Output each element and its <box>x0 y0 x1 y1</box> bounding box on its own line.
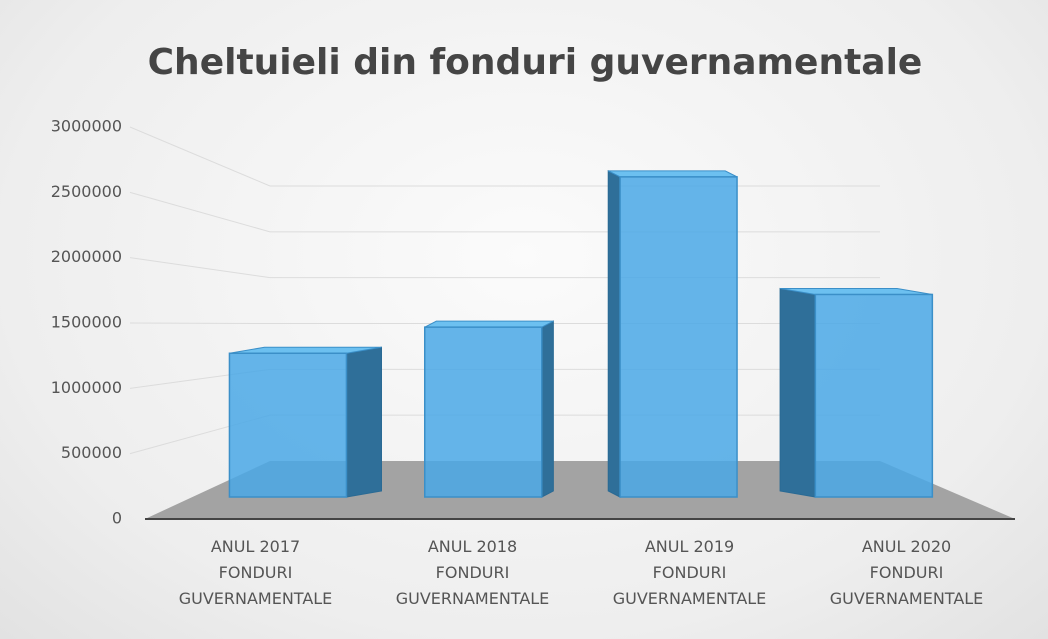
bar-front <box>424 326 543 498</box>
bar-side <box>607 170 621 498</box>
bar <box>228 346 382 498</box>
grid-line <box>129 257 880 279</box>
grid-line <box>129 126 880 187</box>
bar <box>424 320 554 498</box>
bar-side <box>779 287 816 498</box>
bar <box>607 170 738 498</box>
y-tick-label: 3000000 <box>51 117 122 136</box>
x-tick-label: ANUL 2018 FONDURI GUVERNAMENTALE <box>395 537 550 608</box>
bar-front <box>814 293 934 498</box>
y-tick-label: 2500000 <box>51 182 122 201</box>
grid-line <box>129 322 880 324</box>
bar-side <box>541 320 554 498</box>
bar-front <box>619 176 738 498</box>
y-tick-label: 1000000 <box>51 378 122 397</box>
grid-diagonal <box>129 191 271 233</box>
bar-front <box>228 352 348 498</box>
x-tick-label: ANUL 2017 FONDURI GUVERNAMENTALE <box>178 537 333 608</box>
bar-top <box>424 320 554 328</box>
grid-diagonal <box>129 126 271 187</box>
y-tick-label: 0 <box>112 509 122 528</box>
grid-diagonal <box>129 257 271 279</box>
bar <box>779 287 934 498</box>
y-tick-label: 1500000 <box>51 313 122 332</box>
grid-line <box>129 191 880 233</box>
grid-diagonal <box>129 322 271 324</box>
chart-title: Cheltuieli din fonduri guvernamentale <box>148 42 923 83</box>
x-tick-label: ANUL 2019 FONDURI GUVERNAMENTALE <box>612 537 767 608</box>
bar-top <box>607 170 738 178</box>
y-tick-label: 500000 <box>61 443 122 462</box>
y-tick-label: 2000000 <box>51 247 122 266</box>
bar-side <box>345 346 382 498</box>
x-tick-label: ANUL 2020 FONDURI GUVERNAMENTALE <box>829 537 984 608</box>
